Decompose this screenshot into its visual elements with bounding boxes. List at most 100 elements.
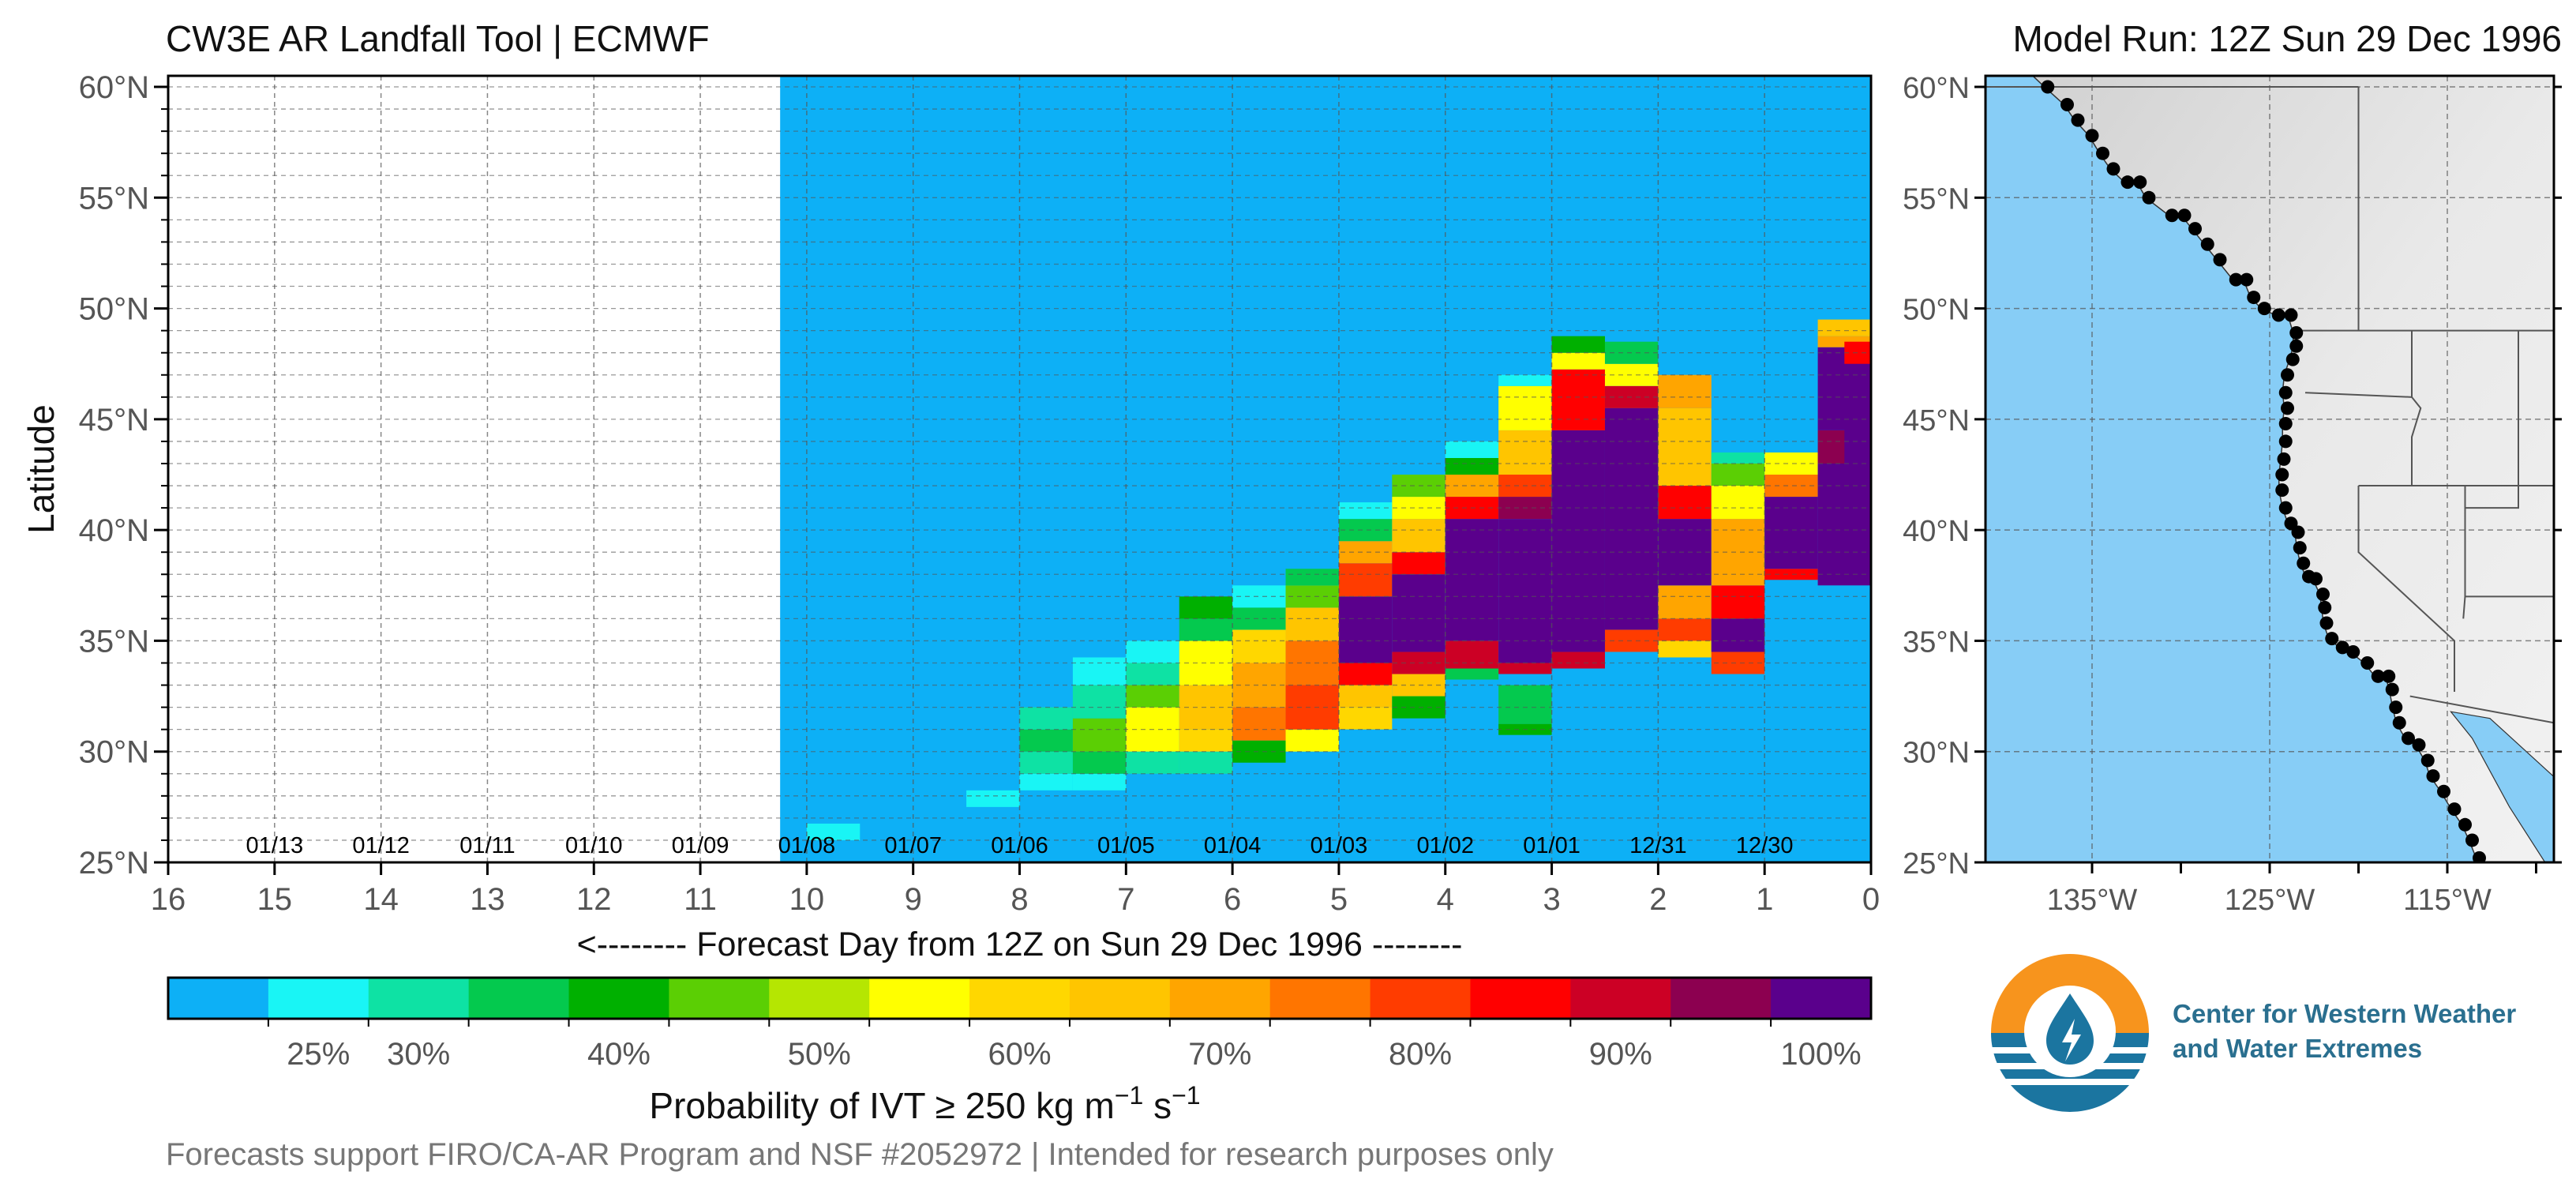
x-tick-label: 8 <box>1011 882 1028 917</box>
colorbar-tick-label: 90% <box>1589 1037 1652 1072</box>
landfall-point <box>2142 190 2156 205</box>
map-x-tick-label: 125°W <box>2225 884 2315 917</box>
landfall-point <box>2382 669 2396 683</box>
map-x-tick-label: 115°W <box>2403 884 2492 917</box>
x-tick-label: 15 <box>257 882 293 917</box>
heatmap-cell <box>1285 607 1339 641</box>
heatmap-cell <box>1179 751 1233 774</box>
heatmap-cell <box>1498 519 1552 663</box>
heatmap-cell <box>1338 563 1393 597</box>
heatmap-cell <box>1711 652 1765 674</box>
heatmap-cell <box>1551 369 1605 430</box>
landfall-point <box>2316 588 2330 602</box>
colorbar-tick-label: 40% <box>587 1037 651 1072</box>
landfall-point <box>2465 833 2479 847</box>
date-label: 01/07 <box>884 833 942 858</box>
colorbar-frame <box>167 976 1873 1020</box>
colorbar-swatch <box>168 978 269 1019</box>
date-label: 01/11 <box>459 833 515 858</box>
y-tick-label: 30°N <box>79 735 149 770</box>
heatmap-cell <box>1338 707 1393 730</box>
heatmap-cell <box>1179 618 1233 641</box>
x-tick-label: 3 <box>1543 882 1560 917</box>
heatmap-cell <box>1498 385 1552 430</box>
colorbar-swatch <box>268 978 369 1019</box>
map-y-tick-label: 50°N <box>1903 294 1970 327</box>
landfall-point <box>2096 146 2109 160</box>
landfall-point <box>2284 308 2298 322</box>
x-tick-label: 13 <box>470 882 505 917</box>
heatmap-cell <box>1551 352 1605 370</box>
landfall-point <box>2281 401 2294 415</box>
colorbar-swatch <box>1470 978 1571 1019</box>
colorbar-swatch <box>1370 978 1471 1019</box>
x-tick-label: 2 <box>1649 882 1667 917</box>
heatmap-cell <box>1019 729 1073 752</box>
map-body <box>1985 76 2554 862</box>
heatmap-cell <box>1285 569 1339 586</box>
colorbar-swatch <box>1269 978 1371 1019</box>
heatmap-cell <box>1338 663 1393 685</box>
heatmap-cell <box>1445 519 1499 641</box>
heatmap-cell <box>1019 751 1073 774</box>
colorbar-swatch <box>769 978 870 1019</box>
date-label: 01/02 <box>1416 833 1474 858</box>
landfall-point <box>2229 272 2243 287</box>
political-border <box>2304 392 2413 398</box>
x-tick-label: 14 <box>363 882 399 917</box>
landfall-point <box>2318 600 2332 614</box>
y-tick-label: 25°N <box>79 846 149 881</box>
landfall-point <box>2325 632 2339 646</box>
map-y-tick-label: 40°N <box>1903 515 1970 548</box>
landfall-point <box>2177 208 2192 223</box>
landfall-point <box>2335 640 2349 655</box>
y-tick-label: 55°N <box>79 181 149 216</box>
x-tick-label: 6 <box>1224 882 1241 917</box>
heatmap-cell <box>1658 618 1712 641</box>
heatmap-cell <box>1711 618 1765 652</box>
colorbar-tick-label: 30% <box>387 1037 450 1072</box>
date-label: 01/12 <box>352 833 410 858</box>
heatmap-cell <box>1285 685 1339 730</box>
heatmap-cell <box>1126 751 1179 774</box>
x-tick-label: 4 <box>1437 882 1454 917</box>
heatmap-cell <box>966 790 1020 807</box>
map-x-tick-label: 135°W <box>2047 884 2138 917</box>
gulf-of-california <box>2450 711 2554 862</box>
colorbar-tick-label: 60% <box>988 1037 1051 1072</box>
landfall-point <box>2240 272 2254 287</box>
landfall-point <box>2085 129 2099 143</box>
logo-text: Center for Western Weather and Water Ext… <box>2173 997 2516 1066</box>
heatmap-cell <box>1072 773 1127 791</box>
x-tick-label: 7 <box>1117 882 1134 917</box>
heatmap-cell <box>1232 707 1286 741</box>
colorbar-swatch <box>1670 978 1772 1019</box>
x-tick-label: 0 <box>1862 882 1880 917</box>
map-y-tick-label: 60°N <box>1903 72 1970 105</box>
heatmap-cell <box>1764 452 1818 475</box>
figure-title: CW3E AR Landfall Tool | ECMWF <box>166 18 710 59</box>
landfall-point <box>2402 731 2415 745</box>
landfall-point <box>2319 616 2334 630</box>
landfall-point <box>2200 237 2214 251</box>
political-border <box>2411 330 2422 486</box>
landfall-point <box>2106 162 2120 176</box>
date-label: 01/03 <box>1310 833 1368 858</box>
map-y-tick-label: 25°N <box>1903 847 1970 881</box>
colorbar-swatch <box>1169 978 1271 1019</box>
heatmap-cell <box>1658 407 1712 486</box>
landfall-point <box>2120 175 2135 190</box>
heatmap-cell <box>1711 585 1765 619</box>
x-tick-label: 16 <box>151 882 186 917</box>
heatmap-cell <box>1338 685 1393 708</box>
heatmap-cell <box>1445 441 1499 458</box>
heatmap-cell <box>1711 452 1765 464</box>
logo-line-2: and Water Extremes <box>2173 1034 2423 1063</box>
landfall-point <box>2213 253 2227 267</box>
y-tick-label: 40°N <box>79 513 149 548</box>
heatmap-cell <box>1338 596 1393 663</box>
date-label: 01/01 <box>1523 833 1580 858</box>
heatmap-cell <box>1711 519 1765 586</box>
political-border <box>2465 330 2519 509</box>
